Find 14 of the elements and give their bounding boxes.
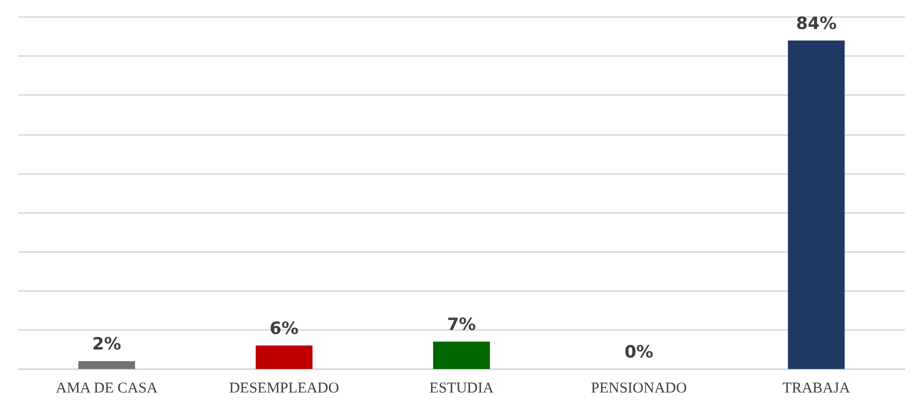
data-label: 7% <box>447 315 476 336</box>
bar <box>433 342 490 369</box>
data-label: 84% <box>796 14 837 34</box>
x-tick-label: ESTUDIA <box>429 380 494 396</box>
data-label: 2% <box>92 334 122 355</box>
data-label: 0% <box>624 342 654 362</box>
bar <box>788 40 845 369</box>
data-label: 6% <box>270 319 299 340</box>
x-tick-label: PENSIONADO <box>590 380 687 396</box>
bar <box>78 361 136 369</box>
bar <box>256 346 312 369</box>
x-tick-label: TRABAJA <box>782 380 850 396</box>
x-tick-label: DESEMPLEADO <box>229 380 340 396</box>
x-tick-label: AMA DE CASA <box>56 380 158 396</box>
